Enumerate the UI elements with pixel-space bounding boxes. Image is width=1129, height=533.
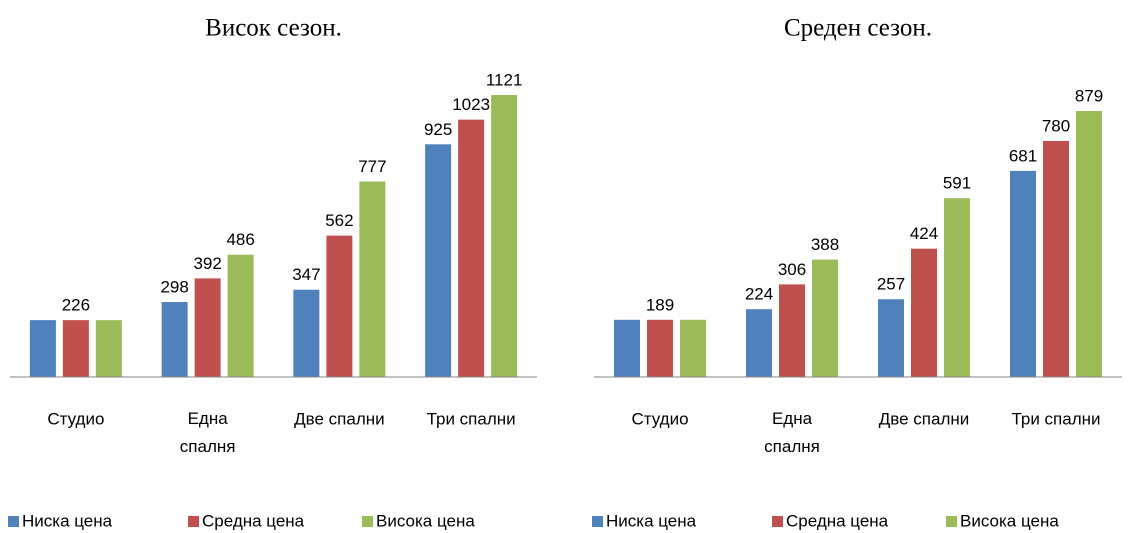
- data-label: 347: [292, 265, 320, 284]
- bar: [812, 259, 838, 377]
- x-tick-label: Две спални: [294, 409, 385, 428]
- data-label: 780: [1042, 116, 1070, 135]
- legend-swatch: [362, 516, 373, 527]
- data-label: 388: [811, 235, 839, 254]
- bar: [326, 235, 353, 377]
- chart-title: Среден сезон.: [784, 15, 932, 42]
- bar: [293, 289, 320, 377]
- data-label: 879: [1075, 86, 1103, 105]
- x-tick-label: Студио: [631, 409, 688, 428]
- bar: [1010, 170, 1036, 377]
- bar: [458, 119, 485, 377]
- bar: [614, 319, 640, 377]
- legend-swatch: [592, 516, 603, 527]
- legend-swatch: [772, 516, 783, 527]
- data-label: 257: [877, 275, 905, 294]
- x-tick-label: Три спални: [427, 409, 516, 428]
- bar: [878, 299, 904, 377]
- chart-title: Висок сезон.: [205, 15, 342, 42]
- data-label: 562: [325, 211, 353, 230]
- legend-label: Ниска цена: [22, 511, 113, 530]
- data-label: 681: [1009, 146, 1037, 165]
- data-label: 1121: [486, 70, 523, 89]
- bar: [647, 319, 673, 377]
- data-label: 189: [646, 295, 674, 314]
- x-tick-label: Една спалня: [180, 409, 236, 456]
- data-label: 224: [745, 285, 773, 304]
- bar: [1076, 111, 1102, 377]
- legend-swatch: [188, 516, 199, 527]
- bar: [1043, 140, 1069, 377]
- bar: [746, 309, 772, 377]
- bar: [779, 284, 805, 377]
- data-label: 777: [358, 157, 386, 176]
- legend-swatch: [946, 516, 957, 527]
- bar: [62, 320, 89, 377]
- legend-label: Висока цена: [376, 511, 475, 530]
- data-label: 486: [226, 230, 254, 249]
- bar: [227, 254, 254, 377]
- x-tick-label: Студио: [47, 409, 104, 428]
- data-label: 1023: [452, 95, 490, 114]
- bar: [680, 319, 706, 377]
- data-label: 226: [62, 296, 90, 315]
- data-label: 298: [160, 278, 188, 297]
- x-tick-label: Три спални: [1011, 409, 1100, 428]
- bar: [29, 320, 56, 377]
- legend-label: Висока цена: [960, 511, 1059, 530]
- x-tick-label: Две спални: [879, 409, 970, 428]
- legend-label: Ниска цена: [606, 511, 697, 530]
- bar: [911, 248, 937, 377]
- legend-label: Средна цена: [202, 511, 305, 530]
- bar: [425, 144, 452, 377]
- data-label: 306: [778, 260, 806, 279]
- data-label: 591: [943, 174, 971, 193]
- data-label: 925: [424, 120, 452, 139]
- data-label: 392: [193, 254, 221, 273]
- legend-swatch: [8, 516, 19, 527]
- bar: [194, 278, 221, 377]
- x-tick-label: Една спалня: [764, 409, 820, 456]
- data-label: 424: [910, 224, 938, 243]
- bar: [944, 198, 970, 377]
- bar: [491, 95, 518, 377]
- bar: [95, 320, 122, 377]
- bar: [161, 302, 188, 377]
- bar: [359, 181, 386, 377]
- legend-label: Средна цена: [786, 511, 889, 530]
